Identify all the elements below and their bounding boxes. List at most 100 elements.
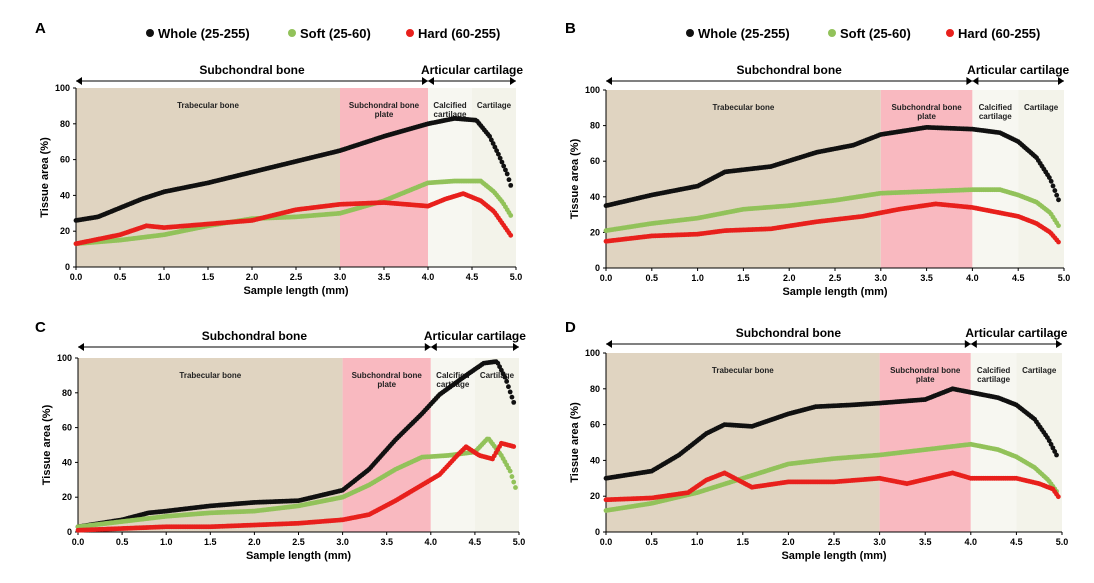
label-cartilage: Cartilage (1022, 366, 1057, 375)
legend-label-whole: Whole (25-255) (698, 26, 790, 41)
legend-label-soft: Soft (25-60) (300, 26, 371, 41)
x-tick-label: 2.0 (248, 537, 261, 547)
data-point (1048, 441, 1054, 447)
label-calcified-line2: cartilage (979, 112, 1012, 121)
data-point (1054, 452, 1059, 458)
y-tick-label: 60 (590, 156, 600, 166)
x-tick-label: 5.0 (1056, 537, 1069, 547)
series-soft (603, 187, 1061, 234)
data-point (508, 213, 514, 218)
y-tick-label: 40 (590, 192, 600, 202)
arrow-head (964, 340, 971, 348)
label-plate-line1: Subchondral bone (349, 101, 420, 110)
y-axis-label: Tissue area (%) (39, 137, 51, 218)
legend-marker-whole (146, 29, 154, 37)
x-tick-label: 1.0 (691, 273, 704, 283)
x-tick-label: 1.5 (737, 537, 750, 547)
legend-marker-whole (686, 29, 694, 37)
series-hard (603, 201, 1061, 245)
label-calcified-line1: Calcified (436, 371, 469, 380)
arrow-head (966, 77, 973, 85)
data-point (1050, 445, 1056, 451)
x-axis-label: Sample length (mm) (246, 550, 351, 562)
data-point (507, 389, 513, 395)
y-tick-label: 40 (60, 190, 70, 200)
x-tick-label: 2.0 (782, 537, 795, 547)
arrow-head (1058, 77, 1064, 85)
axes: 0.0 0.5 1.0 1.5 2.0 2.5 3.0 3.5 4.0 4.5 5.0 0 20 40 60… (39, 83, 522, 297)
x-tick-label: 2.5 (828, 537, 841, 547)
data-point (501, 163, 507, 169)
legend-label-hard: Hard (60-255) (958, 26, 1040, 41)
label-trabecular: Trabecular bone (713, 103, 775, 112)
data-point (511, 444, 517, 449)
legend-marker-soft (828, 29, 836, 37)
region-subchondral-plate (879, 353, 971, 532)
y-tick-label: 20 (590, 491, 600, 501)
label-calcified-line2: cartilage (434, 110, 467, 119)
label-trabecular: Trabecular bone (712, 366, 774, 375)
x-tick-label: 2.5 (829, 273, 842, 283)
data-point (1055, 494, 1061, 500)
data-point (1056, 197, 1061, 203)
data-point (492, 144, 498, 150)
data-point (509, 394, 515, 400)
arrow-head (428, 77, 434, 85)
region-calcified (970, 353, 1017, 532)
y-tick-label: 0 (65, 262, 70, 272)
data-point (502, 374, 508, 380)
x-tick-label: 1.0 (160, 537, 173, 547)
x-tick-label: 1.0 (158, 272, 171, 282)
data-point (513, 485, 518, 490)
panel-letter: A (35, 20, 46, 37)
series-hard (75, 440, 517, 533)
x-tick-label: 4.5 (469, 537, 482, 547)
span-label-articular: Articular cartilage (965, 326, 1067, 340)
x-tick-label: 1.5 (737, 273, 750, 283)
y-tick-label: 20 (590, 227, 600, 237)
region-subchondral-plate (340, 88, 428, 267)
panel-letter: D (565, 319, 576, 336)
data-point (507, 468, 513, 474)
y-tick-label: 40 (62, 457, 72, 467)
x-tick-label: 2.5 (290, 272, 303, 282)
label-plate-line2: plate (916, 375, 935, 384)
y-axis-label: Tissue area (%) (569, 402, 581, 483)
region-span: Subchondral bone Articular cartilage (78, 329, 526, 351)
series-whole (73, 116, 514, 223)
data-point (488, 137, 494, 143)
axes: 0.0 0.5 1.0 1.5 2.0 2.5 3.0 3.5 4.0 4.5 5.0 0 20 40 60… (41, 353, 525, 562)
label-plate-line1: Subchondral bone (890, 366, 961, 375)
label-trabecular: Trabecular bone (177, 101, 239, 110)
data-point (509, 474, 515, 479)
data-point (490, 141, 496, 146)
data-point (1046, 438, 1052, 444)
label-trabecular: Trabecular bone (179, 371, 241, 380)
label-plate-line1: Subchondral bone (352, 371, 423, 380)
x-tick-label: 4.0 (422, 272, 435, 282)
span-label-articular: Articular cartilage (967, 63, 1069, 77)
x-tick-label: 0.5 (646, 273, 659, 283)
label-plate-line2: plate (917, 112, 936, 121)
y-tick-label: 60 (60, 155, 70, 165)
data-point (494, 148, 500, 154)
series-hard (603, 470, 1061, 503)
data-point (511, 399, 517, 405)
arrow-head (510, 77, 516, 85)
y-tick-label: 100 (585, 85, 600, 95)
label-cartilage: Cartilage (477, 101, 512, 110)
region-trabecular (606, 90, 881, 268)
x-tick-label: 1.5 (202, 272, 215, 282)
data-point (1056, 223, 1061, 229)
legend-marker-soft (288, 29, 296, 37)
x-tick-label: 3.5 (378, 272, 391, 282)
data-point (506, 177, 512, 183)
x-axis-label: Sample length (mm) (243, 285, 348, 297)
label-plate-line1: Subchondral bone (891, 103, 962, 112)
arrow-head (606, 77, 612, 85)
